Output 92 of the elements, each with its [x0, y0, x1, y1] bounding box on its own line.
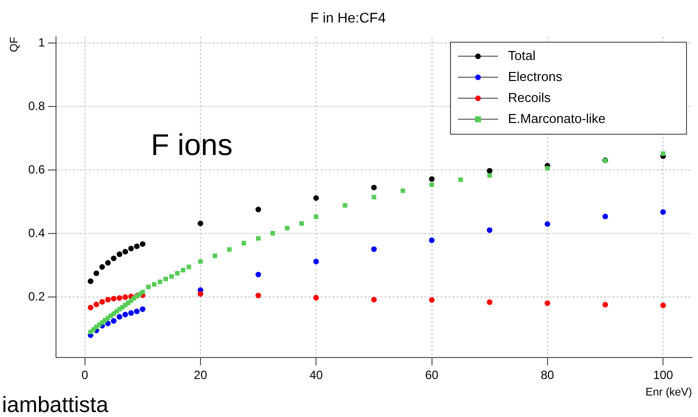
point — [122, 248, 128, 254]
point — [175, 271, 180, 276]
legend-label: Total — [508, 48, 536, 63]
point — [105, 296, 111, 302]
point — [94, 270, 100, 276]
point — [486, 168, 492, 174]
point — [660, 302, 666, 308]
point — [487, 173, 492, 178]
legend-label: E.Marconato-like — [508, 110, 606, 126]
point — [313, 258, 319, 264]
point — [116, 295, 122, 301]
point — [99, 264, 105, 270]
point — [94, 302, 100, 308]
legend-label: Recoils — [508, 90, 552, 105]
point — [110, 296, 117, 302]
y-tick-label: 0.6 — [28, 162, 46, 176]
point — [227, 247, 232, 252]
point — [140, 241, 146, 247]
x-tick-label: 80 — [540, 368, 554, 382]
point — [140, 290, 145, 294]
point — [128, 310, 134, 316]
point — [198, 259, 203, 264]
point — [458, 177, 463, 182]
point — [169, 274, 174, 279]
point — [88, 304, 94, 310]
x-tick-label: 0 — [81, 368, 88, 382]
point — [99, 299, 105, 305]
x-axis-title: Enr (keV) — [646, 386, 692, 398]
point — [372, 194, 376, 200]
point — [88, 278, 94, 284]
point — [105, 260, 111, 266]
point — [313, 294, 319, 301]
point — [134, 308, 140, 314]
point — [371, 296, 377, 302]
point — [371, 184, 377, 190]
point — [486, 299, 492, 305]
point — [428, 237, 435, 244]
point — [544, 300, 550, 306]
y-tick-label: 0.2 — [28, 289, 46, 304]
point — [110, 318, 117, 324]
x-tick-label: 100 — [653, 368, 674, 382]
y-tick-label: 0.8 — [28, 98, 46, 113]
point — [255, 206, 262, 212]
point — [122, 312, 128, 318]
point — [400, 188, 406, 194]
point — [128, 246, 134, 252]
point — [371, 246, 377, 252]
point — [430, 182, 434, 187]
point — [545, 166, 550, 170]
x-tick-label: 60 — [425, 368, 439, 382]
point — [270, 231, 276, 236]
point — [602, 302, 608, 308]
point — [660, 209, 666, 215]
point — [146, 284, 151, 290]
point — [256, 236, 261, 241]
point — [314, 214, 318, 220]
point — [342, 203, 348, 208]
point — [255, 272, 262, 278]
point — [158, 280, 162, 284]
point — [122, 294, 128, 300]
point — [602, 214, 608, 220]
point — [180, 268, 186, 272]
point — [198, 291, 204, 297]
x-tick-label: 40 — [309, 368, 324, 382]
point — [242, 240, 246, 246]
point — [255, 292, 262, 298]
legend-label: Electrons — [508, 68, 563, 84]
point — [313, 195, 319, 201]
text: iambattista — [2, 392, 110, 417]
point — [134, 244, 140, 250]
point — [116, 251, 122, 258]
y-tick-label: 0.4 — [28, 226, 46, 240]
chart-title: F in He:CF4 — [310, 9, 386, 26]
point — [140, 306, 146, 312]
point — [544, 221, 550, 227]
point — [284, 226, 290, 230]
point — [428, 297, 435, 303]
annotation: F ions — [150, 128, 233, 162]
point — [428, 176, 435, 182]
y-axis-title: QF — [8, 36, 21, 52]
point — [110, 256, 117, 262]
x-tick-label: 20 — [194, 368, 208, 382]
point — [660, 151, 666, 156]
point — [152, 282, 156, 287]
point — [212, 254, 218, 258]
point — [163, 276, 168, 282]
y-tick-label: 1 — [38, 35, 46, 50]
point — [198, 220, 204, 226]
point — [186, 264, 192, 270]
point — [486, 227, 492, 233]
point — [116, 314, 122, 320]
point — [299, 221, 304, 226]
